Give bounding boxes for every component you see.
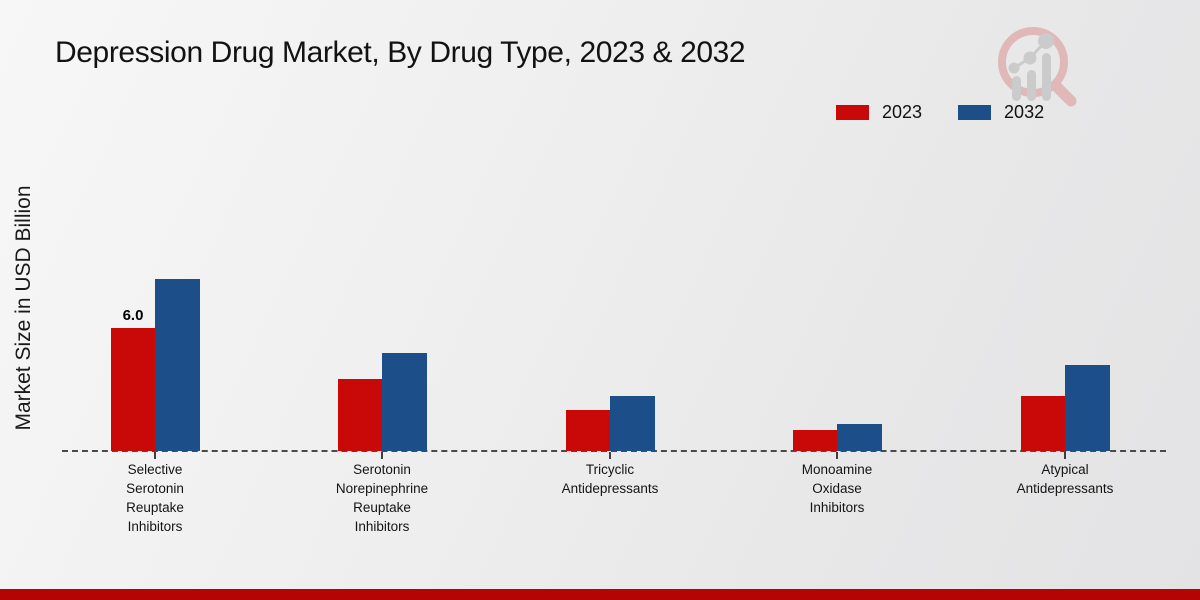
- bar-2032-category-4: [1065, 365, 1110, 451]
- magnifier-bar-chart-logo-icon: [998, 27, 1077, 107]
- logo-dot-icon: [1008, 62, 1020, 74]
- footer-accent-bar: [0, 589, 1200, 600]
- axis-tick-1: [381, 452, 383, 459]
- category-label-1: Serotonin Norepinephrine Reuptake Inhibi…: [335, 462, 429, 534]
- bar-2023-category-0: [111, 328, 155, 451]
- category-label-4: Atypical Antidepressants: [1016, 462, 1114, 496]
- legend-swatch-2032: [958, 105, 992, 120]
- logo-bar-small-icon: [1012, 76, 1021, 101]
- category-label-2: Tricyclic Antidepressants: [561, 462, 659, 496]
- legend-label-2032: 2032: [1004, 102, 1045, 122]
- bar-2032-category-1: [382, 353, 427, 451]
- axis-tick-2: [609, 452, 611, 459]
- axis-tick-4: [1064, 452, 1066, 459]
- axis-tick-0: [154, 452, 156, 459]
- bar-2023-category-3: [793, 430, 837, 451]
- legend-label-2023: 2023: [882, 102, 923, 122]
- legend-swatch-2023: [836, 105, 869, 120]
- legend: 2023 2032: [836, 102, 1044, 123]
- logo-dot-icon: [1038, 33, 1054, 49]
- category-label-3: Monoamine Oxidase Inhibitors: [801, 462, 873, 515]
- x-axis-baseline: [62, 450, 1166, 452]
- category-label-0: Selective Serotonin Reuptake Inhibitors: [126, 462, 184, 534]
- legend-item-2032: 2032: [958, 102, 1044, 123]
- chart-title: Depression Drug Market, By Drug Type, 20…: [55, 36, 746, 69]
- bar-2032-category-0: [155, 279, 200, 451]
- axis-tick-3: [836, 452, 838, 459]
- magnifier-handle-icon: [1050, 80, 1077, 107]
- bar-value-label: 6.0: [122, 307, 144, 324]
- logo-bar-medium-icon: [1027, 70, 1036, 101]
- bar-2023-category-2: [566, 410, 610, 451]
- bar-2023-category-4: [1021, 396, 1065, 451]
- bar-2032-category-2: [610, 396, 655, 451]
- logo-dot-icon: [1023, 51, 1037, 65]
- logo-bar-tall-icon: [1042, 53, 1051, 101]
- bar-2032-category-3: [837, 424, 882, 451]
- y-axis-label: Market Size in USD Billion: [12, 185, 35, 431]
- legend-item-2023: 2023: [836, 102, 922, 123]
- bar-2023-category-1: [338, 379, 382, 451]
